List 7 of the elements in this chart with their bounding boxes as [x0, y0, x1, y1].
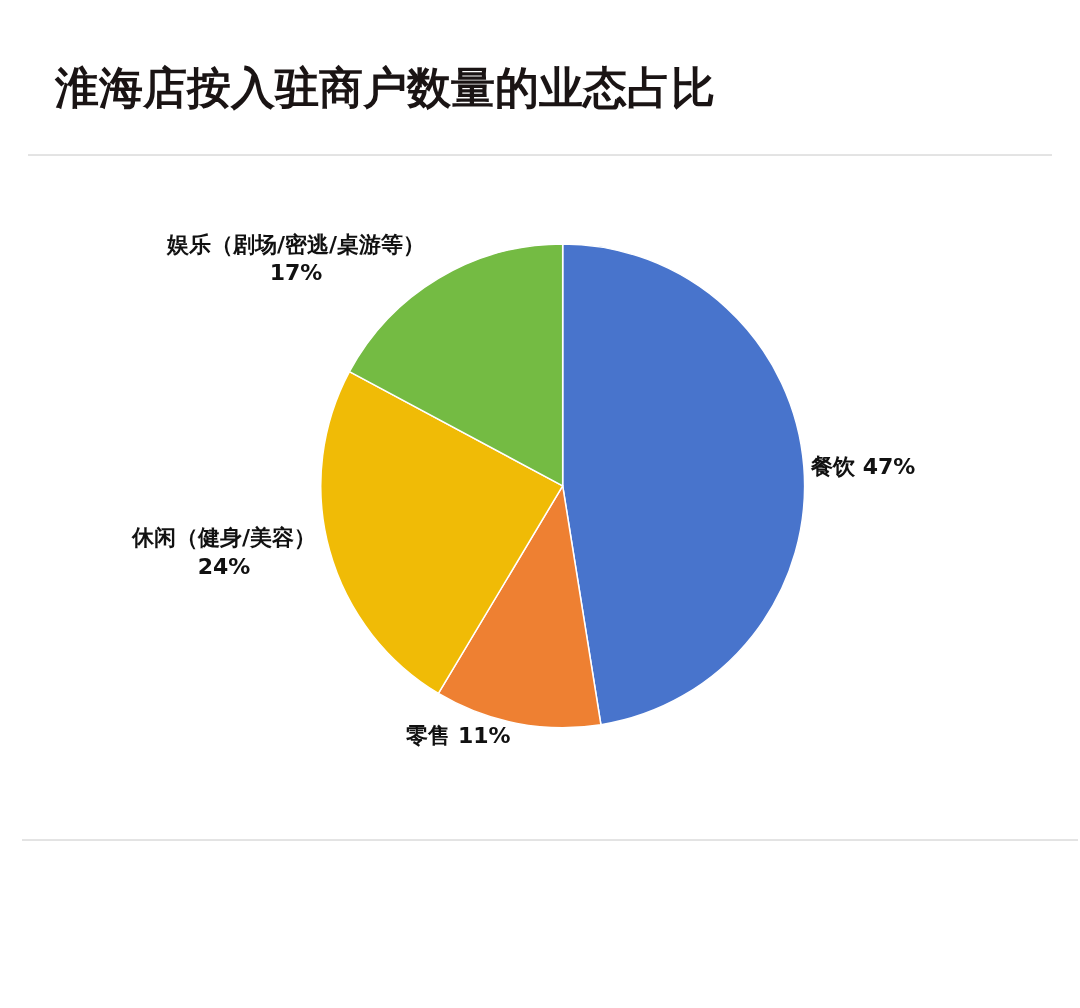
slice-label: 休闲（健身/美容）: [131, 525, 317, 551]
slice-label: 娱乐（剧场/密逃/桌游等）: [165, 231, 426, 257]
slice-label: 餐饮 47%: [810, 454, 916, 480]
data-label: 17%: [269, 260, 323, 286]
data-label: 24%: [197, 554, 251, 580]
slice-label: 零售 11%: [406, 722, 511, 748]
chart-title: 淮海店按入驻商户数量的业态占比: [54, 62, 715, 114]
